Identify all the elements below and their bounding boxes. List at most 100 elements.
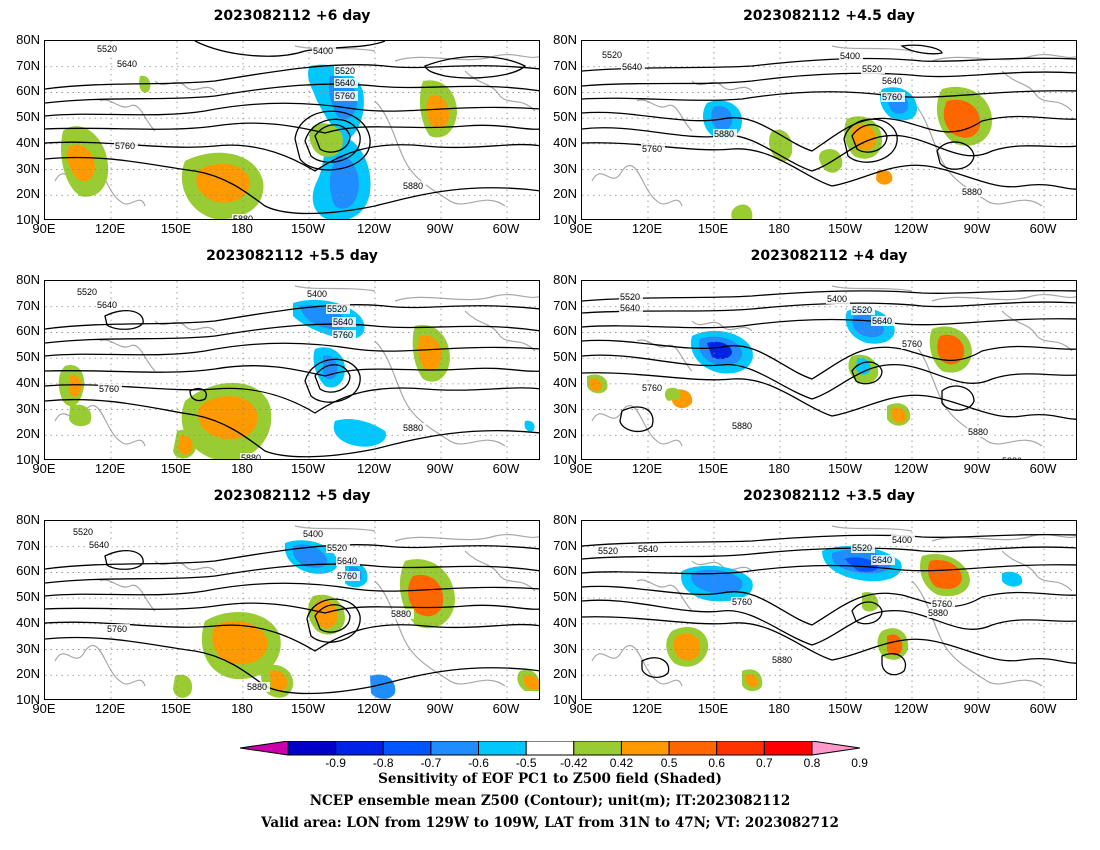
lon-tick-label: 150E bbox=[160, 221, 192, 236]
contour-label: 5640 bbox=[872, 555, 892, 565]
z500-contour bbox=[45, 398, 539, 458]
coastline bbox=[691, 320, 753, 332]
coastline bbox=[691, 80, 753, 92]
lat-tick-label: 20N bbox=[553, 666, 577, 682]
z500-contour bbox=[104, 310, 144, 330]
z500-contour bbox=[306, 598, 361, 643]
lon-tick-label: 120W bbox=[357, 701, 391, 716]
contour-label: 5880 bbox=[962, 187, 982, 197]
z500-contour bbox=[45, 64, 539, 90]
lon-tick-label: 180 bbox=[768, 461, 790, 476]
lat-tick-label: 80N bbox=[553, 32, 577, 47]
lon-tick-label: 120E bbox=[631, 461, 663, 476]
lat-tick-label: 40N bbox=[553, 614, 577, 630]
sensitivity-shade bbox=[523, 675, 539, 689]
contour-label: 5400 bbox=[313, 46, 333, 56]
lon-tick-label: 120W bbox=[894, 701, 928, 716]
contour-label: 5880 bbox=[403, 181, 423, 191]
z500-contour bbox=[45, 141, 539, 172]
sensitivity-shade bbox=[196, 163, 250, 203]
lon-tick-label: 60W bbox=[1029, 461, 1057, 476]
contour-label: 5640 bbox=[872, 316, 892, 326]
coastline bbox=[911, 340, 1043, 447]
z500-contour bbox=[582, 585, 1076, 626]
contour-label: 5640 bbox=[882, 76, 902, 86]
z500-contour bbox=[582, 354, 1076, 400]
lon-tick-label: 150E bbox=[697, 461, 729, 476]
z500-contour bbox=[45, 621, 539, 652]
colorbar-tick-label: -0.42 bbox=[560, 756, 588, 770]
lon-tick-label: 150W bbox=[291, 461, 325, 476]
lon-tick-label: 120W bbox=[894, 221, 928, 236]
contour-label: 5880 bbox=[241, 453, 261, 460]
z500-contour bbox=[45, 602, 539, 614]
lon-tick-label: 90E bbox=[569, 461, 593, 476]
lat-tick-label: 70N bbox=[553, 297, 577, 313]
lon-tick-label: 90W bbox=[963, 461, 991, 476]
lat-tick-label: 80N bbox=[16, 32, 40, 47]
contour-label: 5760 bbox=[732, 597, 752, 607]
sensitivity-shade bbox=[67, 144, 95, 182]
lon-tick-label: 90E bbox=[32, 701, 56, 716]
coastline bbox=[831, 45, 913, 52]
z500-contour bbox=[582, 71, 1076, 87]
coastline bbox=[394, 53, 539, 62]
sensitivity-shade bbox=[937, 334, 965, 365]
lat-tick-label: 30N bbox=[16, 160, 40, 176]
z500-contour bbox=[304, 118, 361, 163]
z500-contour bbox=[641, 657, 670, 679]
lat-tick-label: 60N bbox=[553, 83, 577, 99]
contour-label: 5520 bbox=[620, 292, 640, 302]
lon-tick-label: 90E bbox=[569, 221, 593, 236]
lat-tick-label: 20N bbox=[16, 186, 40, 202]
panel-title: 2023082112 +3.5 day bbox=[743, 488, 915, 504]
z500-contour bbox=[189, 387, 207, 402]
lat-tick-label: 50N bbox=[16, 109, 40, 125]
coastline bbox=[294, 285, 376, 292]
coastline bbox=[99, 579, 156, 612]
colorbar-tick-label: -0.8 bbox=[372, 756, 394, 770]
z500-contour bbox=[45, 365, 539, 377]
z500-contour bbox=[45, 102, 539, 117]
colorbar-swatch bbox=[335, 741, 384, 756]
lon-tick-label: 150E bbox=[160, 701, 192, 716]
colorbar-tick-label: -0.5 bbox=[515, 756, 537, 770]
z500-contour bbox=[294, 110, 371, 171]
contour-label: 5880 bbox=[928, 608, 948, 618]
contour-label: 5400 bbox=[827, 294, 847, 304]
lon-tick-label: 60W bbox=[492, 461, 520, 476]
lat-tick-label: 10N bbox=[553, 212, 577, 227]
contour-label: 5640 bbox=[89, 540, 109, 550]
colorbar-swatch bbox=[287, 741, 337, 756]
z500-contour bbox=[619, 406, 654, 433]
lon-tick-label: 120E bbox=[94, 701, 126, 716]
sensitivity-shade bbox=[212, 620, 268, 665]
colorbar-swatch bbox=[668, 741, 718, 756]
z500-contour bbox=[582, 339, 1076, 380]
contour-label: 5640 bbox=[97, 300, 117, 310]
colorbar-swatch bbox=[430, 741, 480, 756]
lon-tick-label: 60W bbox=[1029, 221, 1057, 236]
contour-label: 5760 bbox=[99, 384, 119, 394]
contour-label: 5640 bbox=[333, 317, 353, 327]
contour-label: 5760 bbox=[335, 91, 355, 101]
map-frame: 5520 5640 5400 5520 5640 5760 5760 5880 5880 bbox=[44, 280, 540, 460]
lat-tick-label: 30N bbox=[553, 400, 577, 416]
contour-label: 5760 bbox=[115, 141, 135, 151]
z500-contour bbox=[582, 564, 1076, 575]
lat-tick-label: 70N bbox=[553, 537, 577, 553]
lon-tick-label: 150W bbox=[291, 221, 325, 236]
contour-label: 5760 bbox=[932, 599, 952, 609]
z500-contour bbox=[582, 111, 1076, 152]
sensitivity-shade bbox=[590, 378, 602, 392]
z500-contour bbox=[45, 384, 539, 414]
colorbar-tick-label: 0.7 bbox=[756, 756, 773, 770]
contour-label: 5400 bbox=[892, 535, 912, 545]
lon-tick-label: 90E bbox=[32, 221, 56, 236]
contour-label: 5520 bbox=[77, 287, 97, 297]
map-frame: 5520 5640 5400 5520 5640 5760 5880 5760 5880 bbox=[581, 40, 1077, 220]
coastline bbox=[54, 644, 146, 687]
z500-contour bbox=[45, 582, 539, 597]
contour-label: 5880 bbox=[391, 609, 411, 619]
